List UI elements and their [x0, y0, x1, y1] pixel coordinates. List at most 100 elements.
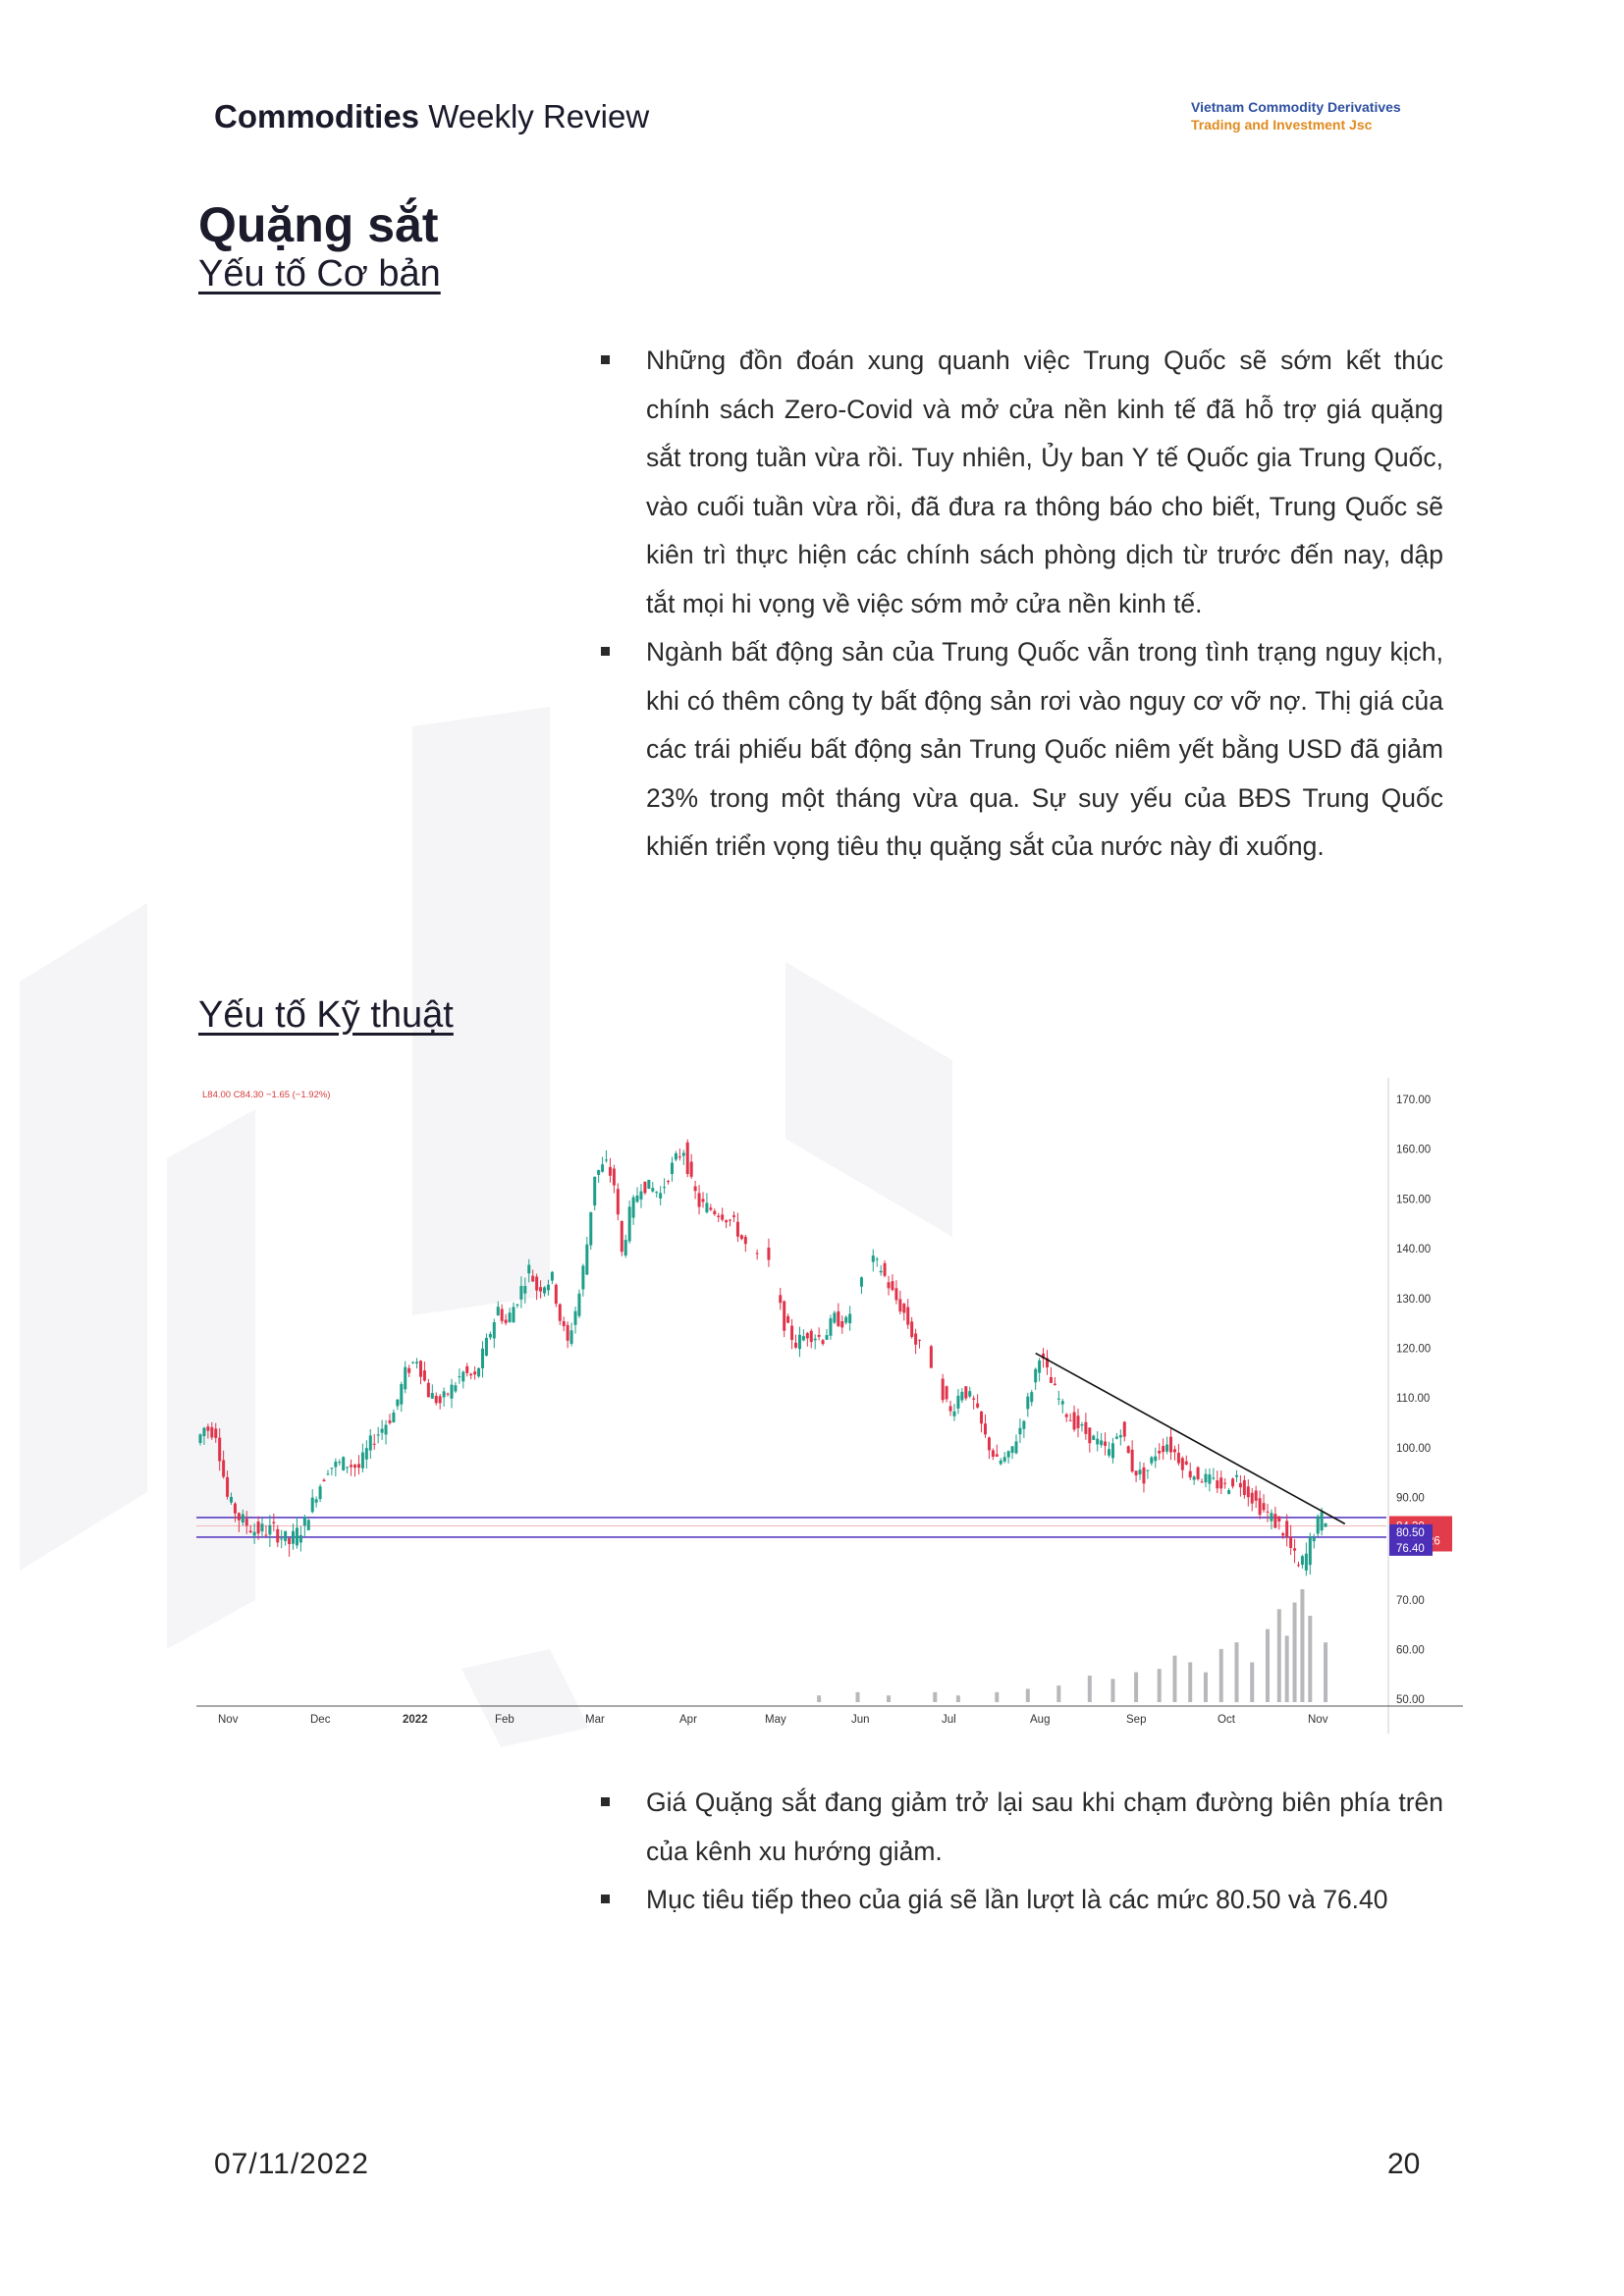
candle-body [442, 1391, 446, 1398]
candle-body [891, 1281, 894, 1291]
volume-bar [1188, 1662, 1193, 1702]
brand-line-1: Vietnam Commodity Derivatives [1191, 99, 1401, 115]
candle-body [1208, 1474, 1212, 1484]
support-label-bg [1389, 1539, 1433, 1556]
candle-body [829, 1318, 833, 1336]
candle-body [519, 1286, 523, 1300]
candle-body [554, 1284, 558, 1305]
candle-body [226, 1476, 230, 1497]
candle-body [945, 1386, 948, 1400]
candle-body [697, 1193, 701, 1207]
candle-body [404, 1366, 407, 1390]
candle-body [887, 1282, 891, 1289]
candle-body [659, 1193, 663, 1199]
candle-body [794, 1342, 798, 1348]
candle-body [956, 1395, 960, 1409]
candle-body [616, 1189, 620, 1215]
bullet-square-icon [601, 1895, 610, 1903]
candle-body [941, 1378, 945, 1401]
candle-body [906, 1307, 910, 1325]
candle-body [469, 1373, 473, 1376]
candle-body [1026, 1396, 1030, 1410]
candle-body [972, 1398, 976, 1400]
candle-body [237, 1513, 241, 1521]
candle-body [1324, 1522, 1327, 1527]
candle-body [546, 1284, 550, 1291]
candle-body [450, 1384, 454, 1399]
candle-body [589, 1211, 593, 1246]
candle-body [871, 1255, 875, 1262]
candle-body [608, 1166, 612, 1176]
company-brand: Vietnam Commodity Derivatives Trading an… [1191, 98, 1401, 133]
y-tick-label: 120.00 [1396, 1344, 1431, 1356]
candle-body [717, 1215, 721, 1217]
candle-body [1289, 1536, 1293, 1548]
candle-body [1084, 1421, 1088, 1434]
candle-body [674, 1152, 677, 1160]
candle-body [284, 1530, 288, 1541]
candle-body [346, 1467, 350, 1468]
candle-body [1100, 1440, 1104, 1446]
x-tick-label: May [765, 1714, 786, 1726]
candle-body [1064, 1414, 1068, 1417]
candle-body [515, 1304, 519, 1306]
candle-body [1180, 1458, 1184, 1470]
candle-body [326, 1473, 330, 1475]
candle-body [360, 1452, 364, 1468]
candle-body [280, 1538, 284, 1540]
candle-body [725, 1220, 729, 1223]
candle-body [1219, 1477, 1223, 1489]
volume-bar [1265, 1629, 1270, 1702]
candle-body [458, 1376, 461, 1378]
candle-body [670, 1162, 674, 1174]
candle-body [473, 1371, 477, 1375]
candle-body [1076, 1415, 1080, 1428]
candle-body [252, 1531, 256, 1536]
support-label: 80.50 [1396, 1527, 1425, 1539]
candle-body [960, 1391, 964, 1401]
candle-body [647, 1179, 651, 1190]
candle-body [368, 1435, 372, 1451]
candle-body [260, 1523, 264, 1532]
candle-body [848, 1313, 852, 1323]
candle-body [1068, 1419, 1072, 1421]
candle-body [558, 1304, 562, 1321]
candle-body [268, 1524, 272, 1535]
x-tick-label: Feb [495, 1714, 514, 1726]
candle-body [222, 1460, 226, 1477]
candle-body [1296, 1565, 1300, 1567]
candle-body [407, 1367, 411, 1373]
volume-bar [1234, 1642, 1239, 1702]
candle-body [1223, 1482, 1227, 1484]
candle-body [550, 1271, 554, 1281]
fundamentals-heading: Yếu tố Cơ bản [198, 253, 441, 294]
candle-body [585, 1244, 589, 1275]
candle-body [731, 1215, 735, 1217]
candle-body [1270, 1513, 1273, 1522]
candle-body [1266, 1511, 1270, 1513]
candle-body [1060, 1401, 1064, 1405]
candle-body [735, 1221, 739, 1237]
candle-body [202, 1427, 206, 1437]
candle-body [1072, 1412, 1076, 1430]
candle-body [1227, 1490, 1231, 1494]
candle-body [623, 1240, 627, 1255]
volume-bar [817, 1695, 822, 1702]
candle-body [1080, 1424, 1084, 1426]
candle-body [256, 1522, 260, 1534]
list-item: Những đồn đoán xung quanh việc Trung Quố… [589, 337, 1443, 628]
x-tick-label: Apr [679, 1714, 697, 1726]
candle-body [681, 1152, 685, 1156]
report-title: Commodities Weekly Review [214, 98, 650, 134]
volume-bar [1276, 1609, 1281, 1702]
candle-body [569, 1330, 573, 1344]
candle-body [601, 1164, 605, 1172]
technical-bullet-list: Giá Quặng sắt đang giảm trở lại sau khi … [589, 1779, 1443, 1925]
candle-body [1014, 1441, 1018, 1454]
candle-body [461, 1371, 465, 1382]
candle-body [1238, 1482, 1242, 1488]
candle-body [743, 1236, 747, 1245]
y-tick-label: 170.00 [1396, 1095, 1431, 1106]
candle-body [948, 1406, 952, 1412]
candle-body [244, 1519, 248, 1526]
